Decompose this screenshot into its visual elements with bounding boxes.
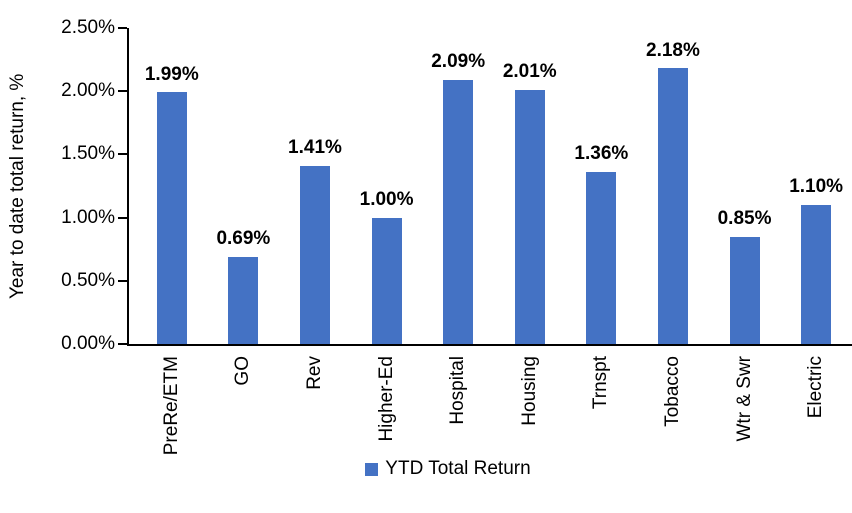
y-tick-mark: [118, 27, 127, 29]
legend-swatch-icon: [365, 462, 379, 476]
bar: [443, 79, 474, 344]
bar: [371, 217, 402, 344]
bar-value-label: 0.69%: [216, 227, 271, 249]
x-tick-label: Higher-Ed: [375, 356, 397, 442]
y-tick-mark: [118, 279, 127, 282]
bar-slot: 2.18%: [637, 28, 709, 344]
bar-value-label: 2.01%: [502, 61, 557, 82]
bar-value-label: 1.99%: [144, 63, 199, 85]
legend-label: YTD Total Return: [385, 458, 531, 479]
bar-value-label: 2.18%: [646, 39, 700, 61]
y-tick-mark: [118, 343, 127, 345]
x-tick-label: Electric: [805, 356, 827, 419]
bar-slot: 1.41%: [279, 28, 351, 344]
bar: [228, 256, 259, 344]
bar-slot: 1.00%: [351, 28, 423, 344]
y-tick-label: 0.50%: [61, 269, 115, 291]
y-axis-title: Year to date total return, %: [7, 73, 28, 299]
x-label-slot: Tobacco: [637, 356, 709, 455]
bar: [514, 89, 545, 344]
bar: [586, 172, 617, 344]
x-tick-label: Housing: [518, 356, 540, 426]
y-tick-mark: [118, 90, 127, 93]
bar-value-label: 1.36%: [574, 143, 629, 165]
bar-slot: 1.99%: [136, 28, 208, 344]
bar-value-label: 0.85%: [717, 207, 772, 229]
x-tick-label: Tobacco: [661, 356, 683, 427]
x-tick-label: Rev: [304, 356, 326, 390]
x-axis-labels: PreRe/ETM GO Rev Higher-Ed Hospital Housing Tr…: [136, 356, 852, 455]
x-label-slot: Rev: [279, 356, 351, 455]
bar-slot: 1.36%: [566, 28, 638, 344]
x-label-slot: PreRe/ETM: [136, 356, 208, 455]
legend: YTD Total Return: [22, 458, 852, 480]
bar: [801, 204, 832, 344]
bar-slot: 2.09%: [422, 28, 494, 344]
bar: [729, 236, 760, 344]
y-tick-mark: [118, 216, 127, 219]
x-tick-label: Trnspt: [590, 356, 612, 410]
y-tick-label: 0.00%: [61, 333, 115, 354]
bars-row: 1.99% 0.69% 1.41% 1.00% 2.09% 2.01% 1.36% 2.18%…: [136, 28, 852, 344]
x-label-slot: Higher-Ed: [351, 356, 423, 455]
x-tick-label: Wtr & Swr: [733, 356, 755, 442]
bar: [156, 92, 187, 344]
y-tick-label: 2.00%: [61, 80, 115, 102]
bar-value-label: 1.10%: [789, 176, 844, 198]
bar-value-label: 2.09%: [431, 50, 486, 72]
x-label-slot: Electric: [780, 356, 852, 455]
bar-value-label: 1.41%: [288, 136, 342, 158]
x-label-slot: Hospital: [422, 356, 494, 455]
x-label-slot: Wtr & Swr: [709, 356, 781, 455]
bar: [657, 68, 688, 344]
x-tick-label: GO: [232, 356, 254, 386]
plot-area: [127, 28, 852, 346]
bar: [299, 165, 330, 344]
bar-value-label: 1.00%: [359, 188, 414, 210]
bar-slot: 0.85%: [709, 28, 781, 344]
y-tick-label: 1.00%: [61, 206, 115, 228]
x-tick-label: PreRe/ETM: [160, 356, 182, 456]
x-tick-label: Hospital: [447, 356, 469, 425]
y-tick-mark: [118, 153, 127, 156]
y-tick-label: 2.50%: [61, 17, 115, 38]
x-label-slot: Housing: [494, 356, 566, 455]
bar-slot: 2.01%: [494, 28, 566, 344]
x-label-slot: GO: [208, 356, 280, 455]
bar-slot: 1.10%: [780, 28, 852, 344]
y-tick-label: 1.50%: [61, 143, 115, 165]
bar-slot: 0.69%: [208, 28, 280, 344]
x-label-slot: Trnspt: [566, 356, 638, 455]
